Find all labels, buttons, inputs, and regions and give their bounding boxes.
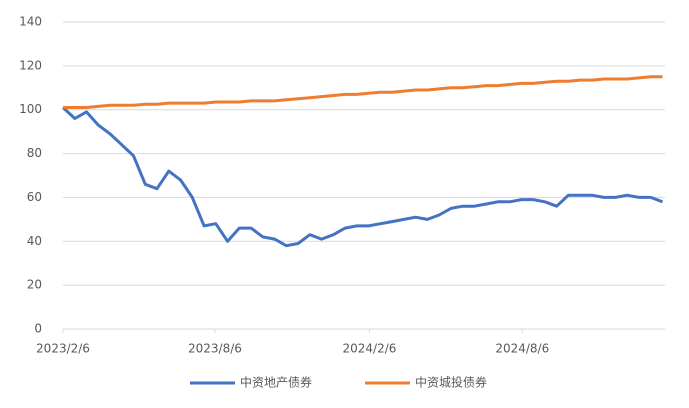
x-tick-label: 2023/8/6: [188, 342, 242, 356]
y-tick-label: 60: [27, 190, 42, 204]
x-tick-label: 2023/2/6: [36, 342, 90, 356]
series-line: [63, 75, 663, 109]
y-tick-label: 140: [19, 15, 42, 29]
y-tick-label: 0: [34, 322, 42, 336]
legend-label: 中资地产债券: [240, 375, 312, 390]
series-line: [61, 106, 664, 248]
x-tick-label: 2024/2/6: [343, 342, 397, 356]
y-tick-label: 120: [19, 58, 42, 72]
y-tick-label: 40: [27, 234, 42, 248]
y-tick-label: 80: [27, 146, 42, 160]
y-tick-label: 100: [19, 102, 42, 116]
x-tick-label: 2024/8/6: [495, 342, 549, 356]
y-tick-label: 20: [27, 278, 42, 292]
legend-label: 中资城投债券: [415, 375, 487, 390]
